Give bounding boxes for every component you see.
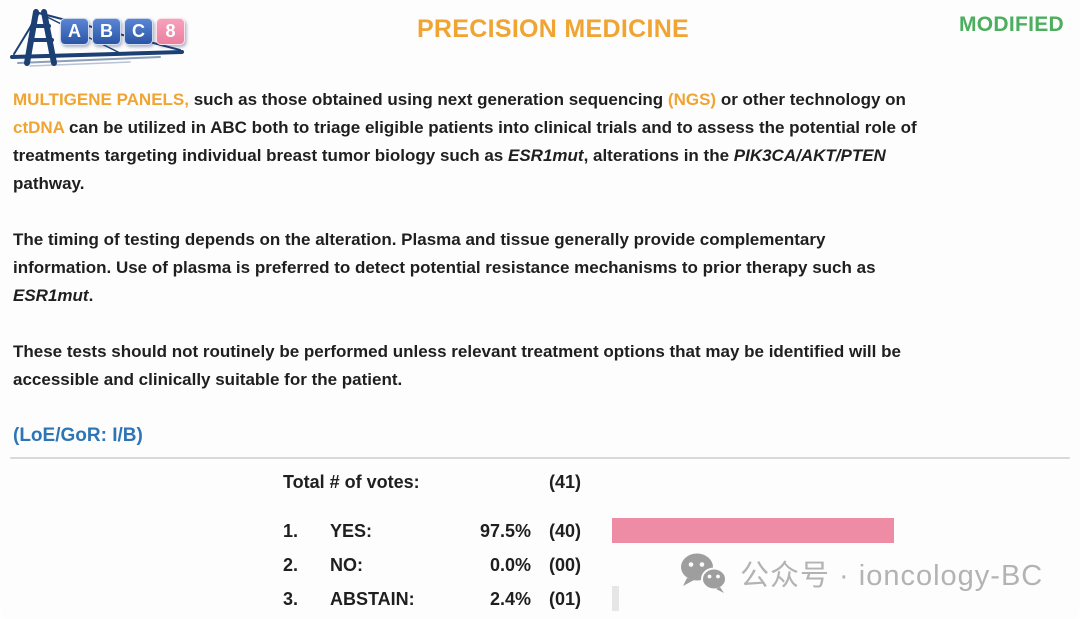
- watermark-text: 公众号 · ioncology-BC: [740, 560, 1044, 592]
- vote-row-percent: 0.0%: [489, 555, 531, 575]
- vote-total-count: (41): [549, 472, 582, 492]
- modified-badge: MODIFIED: [958, 13, 1064, 36]
- logo-tile-8: 8: [156, 18, 185, 45]
- vote-row-count: (00): [549, 555, 582, 575]
- logo-tiles: A B C 8: [60, 18, 185, 45]
- watermark: 公众号 · ioncology-BC: [678, 552, 1043, 594]
- separator-line: [10, 457, 1070, 459]
- paragraph-timing: The timing of testing depends on the alt…: [13, 230, 876, 305]
- abc8-logo: A B C 8: [6, 4, 191, 68]
- highlight-ctdna: ctDNA: [13, 118, 65, 137]
- vote-row-number: 1.: [283, 521, 299, 541]
- vote-row-count: (40): [549, 521, 582, 541]
- vote-row-abstain: 3. ABSTAIN: 2.4% (01): [283, 586, 1073, 612]
- vote-row-label: ABSTAIN:: [330, 589, 415, 609]
- vote-row-number: 3.: [283, 589, 299, 609]
- vote-row-percent: 2.4%: [489, 589, 531, 609]
- logo-tile-a: A: [60, 18, 89, 45]
- vote-row-percent: 97.5%: [479, 521, 531, 541]
- highlight-multigene-panels: MULTIGENE PANELS,: [13, 90, 189, 109]
- esr1mut-italic-2: ESR1mut: [13, 286, 89, 305]
- vote-bar-yes: [612, 518, 894, 543]
- loe-gor-label: (LoE/GoR: I/B): [13, 425, 143, 446]
- slide-title: PRECISION MEDICINE: [416, 15, 690, 43]
- vote-row-number: 2.: [283, 555, 299, 575]
- vote-row-no: 2. NO: 0.0% (00): [283, 552, 1073, 578]
- logo-tile-c: C: [124, 18, 153, 45]
- highlight-ngs: (NGS): [667, 90, 717, 109]
- esr1mut-italic: ESR1mut: [507, 146, 584, 165]
- pik3ca-akt-pten-italic: PIK3CA/AKT/PTEN: [733, 146, 886, 165]
- paragraph-tests-routinely: These tests should not routinely be perf…: [13, 342, 901, 389]
- vote-row-yes: 1. YES: 97.5% (40): [283, 518, 1073, 544]
- vote-row-count: (01): [549, 589, 582, 609]
- vote-row-label: NO:: [330, 555, 363, 575]
- wechat-icon: [681, 553, 727, 593]
- vote-bar-abstain: [612, 586, 619, 611]
- logo-tile-b: B: [92, 18, 121, 45]
- vote-row-label: YES:: [330, 521, 373, 541]
- vote-total-label: Total # of votes:: [283, 472, 420, 492]
- paragraph-multigene-panels: MULTIGENE PANELS, such as those obtained…: [13, 90, 917, 193]
- slide-body: MULTIGENE PANELS, such as those obtained…: [13, 86, 1073, 478]
